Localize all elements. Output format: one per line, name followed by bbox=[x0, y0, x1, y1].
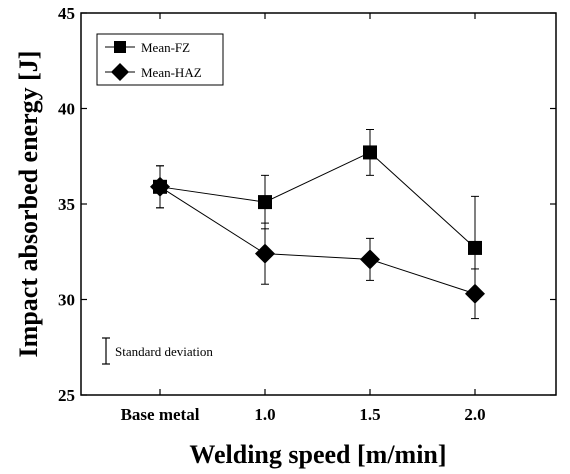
legend-label-haz: Mean-HAZ bbox=[141, 65, 202, 80]
x-tick-label: Base metal bbox=[121, 405, 200, 424]
y-tick-label: 30 bbox=[58, 291, 75, 310]
data-point-diamond bbox=[255, 243, 275, 264]
data-point-square bbox=[363, 145, 377, 160]
x-axis-ticks: Base metal 1.0 1.5 2.0 bbox=[121, 13, 486, 424]
y-axis-ticks: 25 30 35 40 45 bbox=[58, 4, 556, 405]
legend-marker-square bbox=[114, 41, 126, 53]
y-axis-title: Impact absorbed energy [J] bbox=[14, 51, 43, 358]
legend-marker-diamond bbox=[111, 63, 129, 81]
data-point-diamond bbox=[360, 249, 380, 270]
data-point-diamond bbox=[465, 283, 485, 304]
series-layer bbox=[150, 129, 485, 320]
x-tick-label: 2.0 bbox=[464, 405, 485, 424]
y-tick-label: 45 bbox=[58, 4, 75, 23]
x-tick-label: 1.5 bbox=[359, 405, 380, 424]
legend-label-fz: Mean-FZ bbox=[141, 40, 190, 55]
y-tick-label: 40 bbox=[58, 100, 75, 119]
x-axis-title: Welding speed [m/min] bbox=[189, 440, 446, 469]
data-point-diamond bbox=[150, 176, 170, 197]
x-tick-label: 1.0 bbox=[254, 405, 275, 424]
series-line-1 bbox=[159, 186, 476, 295]
series-line-0 bbox=[159, 151, 476, 249]
y-tick-label: 35 bbox=[58, 195, 75, 214]
data-point-square bbox=[258, 195, 272, 210]
legend: Mean-FZ Mean-HAZ bbox=[96, 33, 224, 86]
y-tick-label: 25 bbox=[58, 386, 75, 405]
std-deviation-note: Standard deviation bbox=[102, 337, 213, 365]
data-point-square bbox=[468, 240, 482, 255]
std-deviation-label: Standard deviation bbox=[115, 344, 213, 359]
